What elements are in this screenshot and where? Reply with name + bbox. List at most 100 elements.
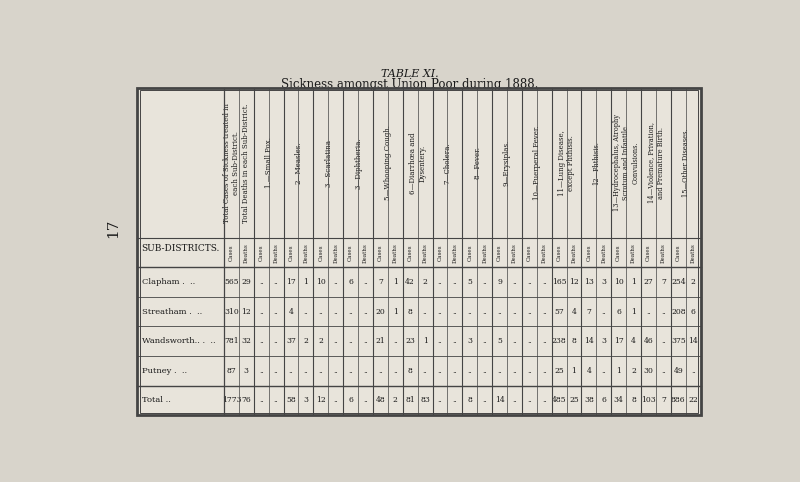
Text: 886: 886: [671, 396, 686, 404]
Text: 13—Hydrocephalus, Atrophy
Scrotum and Infantile
Convulsions.: 13—Hydrocephalus, Atrophy Scrotum and In…: [613, 114, 639, 212]
Text: 238: 238: [552, 337, 566, 345]
Text: 38: 38: [584, 396, 594, 404]
Text: 58: 58: [286, 396, 296, 404]
Text: Cases: Cases: [408, 244, 413, 261]
Text: 565: 565: [224, 278, 238, 286]
Text: ..: ..: [482, 367, 487, 375]
Text: 81: 81: [406, 396, 415, 404]
Text: ..: ..: [497, 308, 502, 316]
Text: ..: ..: [453, 278, 458, 286]
Text: ..: ..: [318, 367, 323, 375]
Text: ..: ..: [482, 337, 487, 345]
Text: 12—Phthisis.: 12—Phthisis.: [592, 141, 600, 185]
Text: ..: ..: [661, 308, 666, 316]
Text: 32: 32: [242, 337, 251, 345]
Text: 21: 21: [375, 337, 386, 345]
Text: ..: ..: [438, 278, 442, 286]
Text: ..: ..: [348, 308, 353, 316]
Text: Total Cases of Sickness treated in
each Sub-District.: Total Cases of Sickness treated in each …: [223, 103, 240, 223]
Text: ..: ..: [334, 278, 338, 286]
Text: 14: 14: [688, 337, 698, 345]
Text: Deaths: Deaths: [244, 243, 249, 263]
Text: 1: 1: [303, 278, 308, 286]
Text: 14: 14: [494, 396, 505, 404]
Text: Wandsworth.. .  ..: Wandsworth.. . ..: [142, 337, 215, 345]
Text: 12: 12: [569, 278, 579, 286]
Text: 1: 1: [616, 367, 621, 375]
Text: ..: ..: [334, 308, 338, 316]
Text: ..: ..: [467, 308, 472, 316]
Text: 17: 17: [286, 278, 296, 286]
Text: 6—Diarrhœa and
Dysentery.: 6—Diarrhœa and Dysentery.: [409, 132, 426, 194]
Text: 12: 12: [316, 396, 326, 404]
Text: Cases: Cases: [438, 244, 442, 261]
Text: 6: 6: [616, 308, 621, 316]
Text: SUB-DISTRICTS.: SUB-DISTRICTS.: [142, 244, 220, 254]
Text: ..: ..: [527, 337, 532, 345]
Text: 2: 2: [631, 367, 636, 375]
Text: Deaths: Deaths: [690, 243, 696, 263]
Text: 3: 3: [602, 278, 606, 286]
Text: Deaths: Deaths: [631, 243, 636, 263]
Text: Streatham .  ..: Streatham . ..: [142, 308, 202, 316]
Text: Cases: Cases: [616, 244, 622, 261]
Text: 485: 485: [552, 396, 566, 404]
Text: ..: ..: [542, 278, 546, 286]
Text: ..: ..: [453, 337, 458, 345]
Text: ..: ..: [378, 367, 382, 375]
Text: 9: 9: [497, 278, 502, 286]
Text: Cases: Cases: [318, 244, 323, 261]
Text: ..: ..: [661, 337, 666, 345]
Text: Cases: Cases: [527, 244, 532, 261]
Text: TABLE XI.: TABLE XI.: [381, 68, 439, 79]
Text: ..: ..: [422, 367, 427, 375]
Text: 1773: 1773: [222, 396, 242, 404]
Text: 83: 83: [420, 396, 430, 404]
Text: 3: 3: [467, 337, 472, 345]
Text: 9—Erysiplas.: 9—Erysiplas.: [503, 140, 511, 186]
Text: ..: ..: [527, 278, 532, 286]
Text: 14—Violence, Privation,
and Premature Birth.: 14—Violence, Privation, and Premature Bi…: [647, 122, 665, 203]
Text: ..: ..: [318, 308, 323, 316]
Text: 7: 7: [378, 278, 383, 286]
Text: 12: 12: [242, 308, 251, 316]
Text: 6: 6: [348, 278, 353, 286]
Text: Deaths: Deaths: [661, 243, 666, 263]
Text: 23: 23: [406, 337, 415, 345]
Bar: [138, 88, 701, 415]
Text: ..: ..: [259, 367, 264, 375]
Text: 14: 14: [584, 337, 594, 345]
Text: ..: ..: [497, 367, 502, 375]
Text: 3: 3: [244, 367, 249, 375]
Text: 1: 1: [631, 308, 636, 316]
Text: ..: ..: [274, 278, 278, 286]
Text: Deaths: Deaths: [602, 243, 606, 263]
Text: 208: 208: [671, 308, 686, 316]
Text: 1: 1: [631, 278, 636, 286]
Text: 6: 6: [690, 308, 696, 316]
Text: 34: 34: [614, 396, 624, 404]
Text: ..: ..: [467, 367, 472, 375]
Text: 8: 8: [571, 337, 577, 345]
Text: ..: ..: [512, 396, 517, 404]
Text: ..: ..: [438, 308, 442, 316]
Text: Cases: Cases: [557, 244, 562, 261]
Text: ..: ..: [334, 337, 338, 345]
Text: ..: ..: [438, 337, 442, 345]
Text: 10: 10: [316, 278, 326, 286]
Text: ..: ..: [334, 396, 338, 404]
Text: ..: ..: [691, 367, 695, 375]
Text: 20: 20: [375, 308, 386, 316]
Text: 7: 7: [661, 396, 666, 404]
Text: ..: ..: [527, 367, 532, 375]
Text: 11—Lung Disease,
except Phthisis.: 11—Lung Disease, except Phthisis.: [558, 130, 575, 196]
Text: Cases: Cases: [348, 244, 353, 261]
Text: ..: ..: [348, 367, 353, 375]
Text: 25: 25: [569, 396, 579, 404]
Text: Cases: Cases: [646, 244, 651, 261]
Text: 1: 1: [393, 308, 398, 316]
Text: 87: 87: [226, 367, 236, 375]
Text: 4: 4: [631, 337, 636, 345]
Text: 2: 2: [318, 337, 323, 345]
Text: ..: ..: [512, 308, 517, 316]
